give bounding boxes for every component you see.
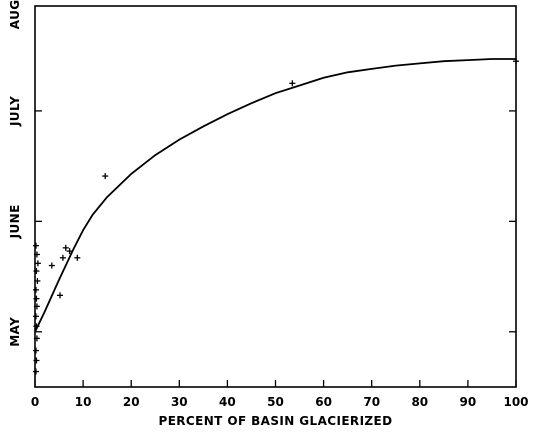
- data-point: [32, 313, 39, 320]
- x-tick-label: 70: [363, 395, 380, 409]
- data-point: [33, 323, 40, 330]
- x-axis-title: PERCENT OF BASIN GLACIERIZED: [159, 414, 393, 428]
- x-tick-label: 60: [315, 395, 332, 409]
- y-month-label: JULY: [8, 96, 22, 127]
- data-point: [66, 248, 73, 255]
- x-tick-label: 0: [31, 395, 39, 409]
- x-tick-label: 50: [267, 395, 284, 409]
- x-tick-label: 30: [171, 395, 188, 409]
- data-point: [57, 292, 64, 299]
- x-tick-label: 90: [460, 395, 477, 409]
- x-tick-label: 80: [411, 395, 428, 409]
- data-point: [33, 357, 40, 364]
- x-tick-label: 40: [219, 395, 236, 409]
- x-tick-label: 100: [503, 395, 528, 409]
- data-point: [62, 244, 69, 251]
- data-point: [33, 335, 40, 342]
- data-point: [32, 347, 39, 354]
- x-tick-label: 20: [123, 395, 140, 409]
- y-month-label: AUGUST: [8, 0, 22, 29]
- data-point: [32, 286, 39, 293]
- data-point: [33, 251, 40, 258]
- y-month-label: JUNE: [8, 204, 22, 239]
- data-point: [59, 254, 66, 261]
- data-point: [48, 262, 55, 269]
- data-point: [34, 260, 41, 267]
- data-point: [74, 254, 81, 261]
- y-axis: MAY JUNE JULY AUGUST: [8, 0, 516, 347]
- data-point: [32, 368, 39, 375]
- data-point: [513, 58, 519, 65]
- data-point: [102, 173, 109, 180]
- y-month-label: MAY: [8, 317, 22, 347]
- x-axis: 0 10 20 30 40 50 60 70 80 90 100: [31, 380, 529, 409]
- fitted-curve: [34, 58, 516, 333]
- data-point: [33, 268, 40, 275]
- x-tick-label: 10: [75, 395, 92, 409]
- data-point: [32, 242, 39, 249]
- data-point: [34, 277, 41, 284]
- data-point: [33, 295, 40, 302]
- data-point: [289, 80, 296, 87]
- plot-area: [32, 5, 519, 388]
- data-point: [33, 303, 40, 310]
